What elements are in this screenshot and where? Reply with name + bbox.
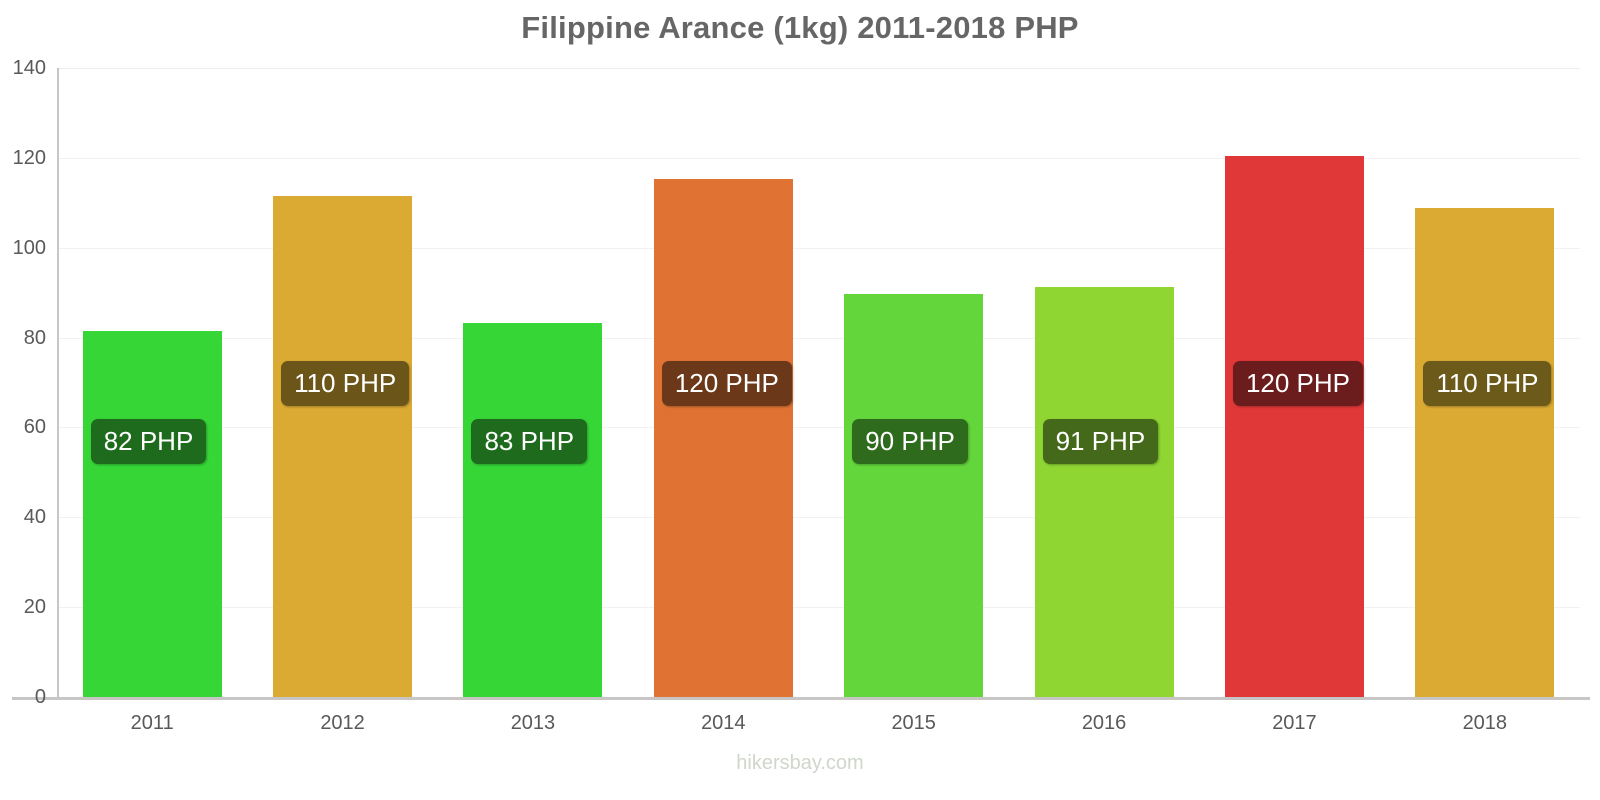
bar-2011[interactable] <box>82 330 222 697</box>
x-tick-label-2013: 2013 <box>510 712 556 734</box>
chart-title: Filippine Arance (1kg) 2011-2018 PHP <box>521 10 1079 45</box>
bar-2017[interactable] <box>1224 155 1364 697</box>
y-tick-label: 120 <box>12 146 46 169</box>
y-tick-label: 80 <box>23 326 46 349</box>
bar-value-label-2017: 120 PHP <box>1232 360 1364 406</box>
x-tick-label-2017: 2017 <box>1272 712 1317 734</box>
bar-2014[interactable] <box>653 178 793 697</box>
x-tick-label-2018: 2018 <box>1462 712 1508 734</box>
bar-value-label-2011: 82 PHP <box>90 418 207 464</box>
y-axis-line <box>57 68 59 698</box>
bar-2012[interactable] <box>273 196 413 697</box>
y-tick-label: 40 <box>23 506 46 529</box>
y-tick-label: 20 <box>23 596 46 619</box>
x-tick-label-2012: 2012 <box>320 712 365 734</box>
gridline <box>57 68 1580 69</box>
x-tick-label-2014: 2014 <box>701 712 746 734</box>
gridline <box>57 607 1580 609</box>
bar-value-label-2013: 83 PHP <box>471 418 588 464</box>
bar-2016[interactable] <box>1034 287 1174 697</box>
x-tick-label-2011: 2011 <box>130 712 174 734</box>
watermark-source: hikersbay.com <box>736 752 864 774</box>
gridline <box>57 157 1580 159</box>
bar-value-label-2012: 110 PHP <box>281 360 410 406</box>
gridline <box>57 337 1580 339</box>
x-axis-line <box>12 697 1590 700</box>
gridline <box>57 247 1580 249</box>
gridline <box>57 517 1580 519</box>
y-tick-label: 140 <box>12 57 46 79</box>
bar-value-label-2018: 110 PHP <box>1423 360 1552 406</box>
x-tick-label-2015: 2015 <box>891 712 936 734</box>
y-tick-label: 0 <box>34 686 46 708</box>
bar-2018[interactable] <box>1415 208 1555 697</box>
bar-2015[interactable] <box>844 294 984 697</box>
gridline <box>57 427 1580 429</box>
plot-area: 82 PHP 110 PHP 83 PHP 120 PHP 90 PHP 91 PHP 12… <box>57 68 1580 697</box>
bar-value-label-2016: 91 PHP <box>1042 418 1159 464</box>
y-tick-label: 100 <box>12 236 46 259</box>
bar-value-label-2014: 120 PHP <box>661 360 792 406</box>
bar-2013[interactable] <box>463 323 603 697</box>
bar-value-label-2015: 90 PHP <box>852 418 968 464</box>
y-tick-label: 60 <box>23 416 46 439</box>
x-tick-label-2016: 2016 <box>1081 712 1127 734</box>
